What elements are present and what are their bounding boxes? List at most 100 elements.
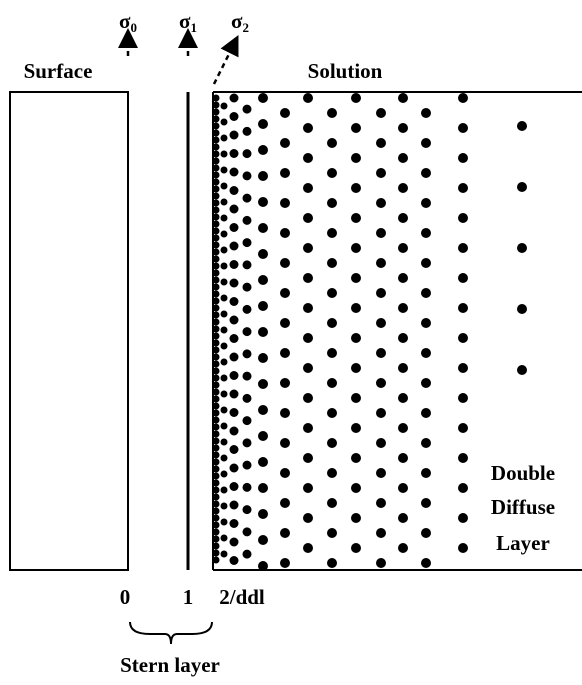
ion xyxy=(212,122,220,130)
ion xyxy=(220,518,228,526)
ion xyxy=(220,198,228,206)
ion xyxy=(229,278,239,288)
ion xyxy=(421,438,431,448)
ion xyxy=(517,121,527,131)
ion xyxy=(220,326,228,334)
ion xyxy=(303,273,313,283)
ion xyxy=(212,304,220,312)
ion xyxy=(517,365,527,375)
ion xyxy=(303,93,313,103)
ion xyxy=(458,183,468,193)
ion xyxy=(212,388,220,396)
ion xyxy=(458,303,468,313)
ion xyxy=(220,550,228,558)
ion xyxy=(242,438,252,448)
ion xyxy=(229,112,239,121)
ion xyxy=(421,348,431,358)
ion xyxy=(229,482,239,491)
ion xyxy=(351,363,361,373)
ion xyxy=(212,535,220,543)
ion xyxy=(212,437,220,445)
ion xyxy=(242,126,252,136)
ion xyxy=(327,438,337,448)
ion xyxy=(280,258,290,268)
ion xyxy=(258,93,268,103)
sigma-label: σ2 xyxy=(231,9,249,35)
ion xyxy=(212,346,220,354)
ion xyxy=(220,342,228,350)
sigma-label: σ0 xyxy=(119,9,137,35)
ion xyxy=(280,168,290,178)
ion xyxy=(303,453,313,463)
ddl-label: Double xyxy=(491,461,555,485)
ion xyxy=(280,438,290,448)
ion xyxy=(258,379,268,389)
stern-label: Stern layer xyxy=(120,653,220,677)
ion xyxy=(458,93,468,103)
ion xyxy=(421,228,431,238)
ion xyxy=(242,349,252,359)
ion xyxy=(280,378,290,388)
ion xyxy=(242,371,252,381)
ion xyxy=(220,406,228,414)
ion xyxy=(242,304,252,314)
ion xyxy=(212,318,220,326)
ion xyxy=(212,143,220,151)
ion xyxy=(212,339,220,347)
plane-label: 0 xyxy=(120,585,131,609)
ion xyxy=(351,303,361,313)
ion xyxy=(327,138,337,148)
ion xyxy=(398,543,408,553)
ion xyxy=(280,528,290,538)
ion xyxy=(212,115,220,123)
ion xyxy=(212,108,220,116)
ion xyxy=(212,353,220,361)
ion xyxy=(229,352,239,362)
ion xyxy=(327,558,337,568)
ion xyxy=(212,423,220,431)
ion xyxy=(458,123,468,133)
ion xyxy=(398,153,408,163)
ion xyxy=(376,468,386,478)
ion xyxy=(212,444,220,452)
ion xyxy=(376,168,386,178)
ion xyxy=(351,243,361,253)
ion xyxy=(376,528,386,538)
ion xyxy=(220,134,228,142)
ion xyxy=(351,123,361,133)
ion xyxy=(212,150,220,158)
ion xyxy=(229,426,239,436)
ion xyxy=(229,130,239,140)
ion xyxy=(212,234,220,242)
ion xyxy=(229,186,239,195)
ion xyxy=(229,149,239,158)
ion xyxy=(376,258,386,268)
ion xyxy=(258,119,268,129)
ion xyxy=(258,353,268,363)
ion xyxy=(327,258,337,268)
ion xyxy=(229,260,239,269)
ion xyxy=(376,438,386,448)
ion xyxy=(327,408,337,418)
ion xyxy=(212,542,220,550)
ion xyxy=(242,505,252,515)
ion xyxy=(517,182,527,192)
ion xyxy=(220,390,228,398)
ion xyxy=(212,507,220,515)
ion xyxy=(258,483,268,493)
ion xyxy=(398,183,408,193)
ion xyxy=(421,378,431,388)
ion xyxy=(517,304,527,314)
ion xyxy=(398,393,408,403)
ion xyxy=(220,502,228,510)
ion xyxy=(212,367,220,375)
ion xyxy=(258,171,268,181)
ion xyxy=(212,157,220,165)
ion xyxy=(220,486,228,494)
ion xyxy=(351,483,361,493)
ion xyxy=(220,166,228,174)
ion xyxy=(242,260,252,270)
ion xyxy=(398,213,408,223)
ion xyxy=(220,246,228,254)
